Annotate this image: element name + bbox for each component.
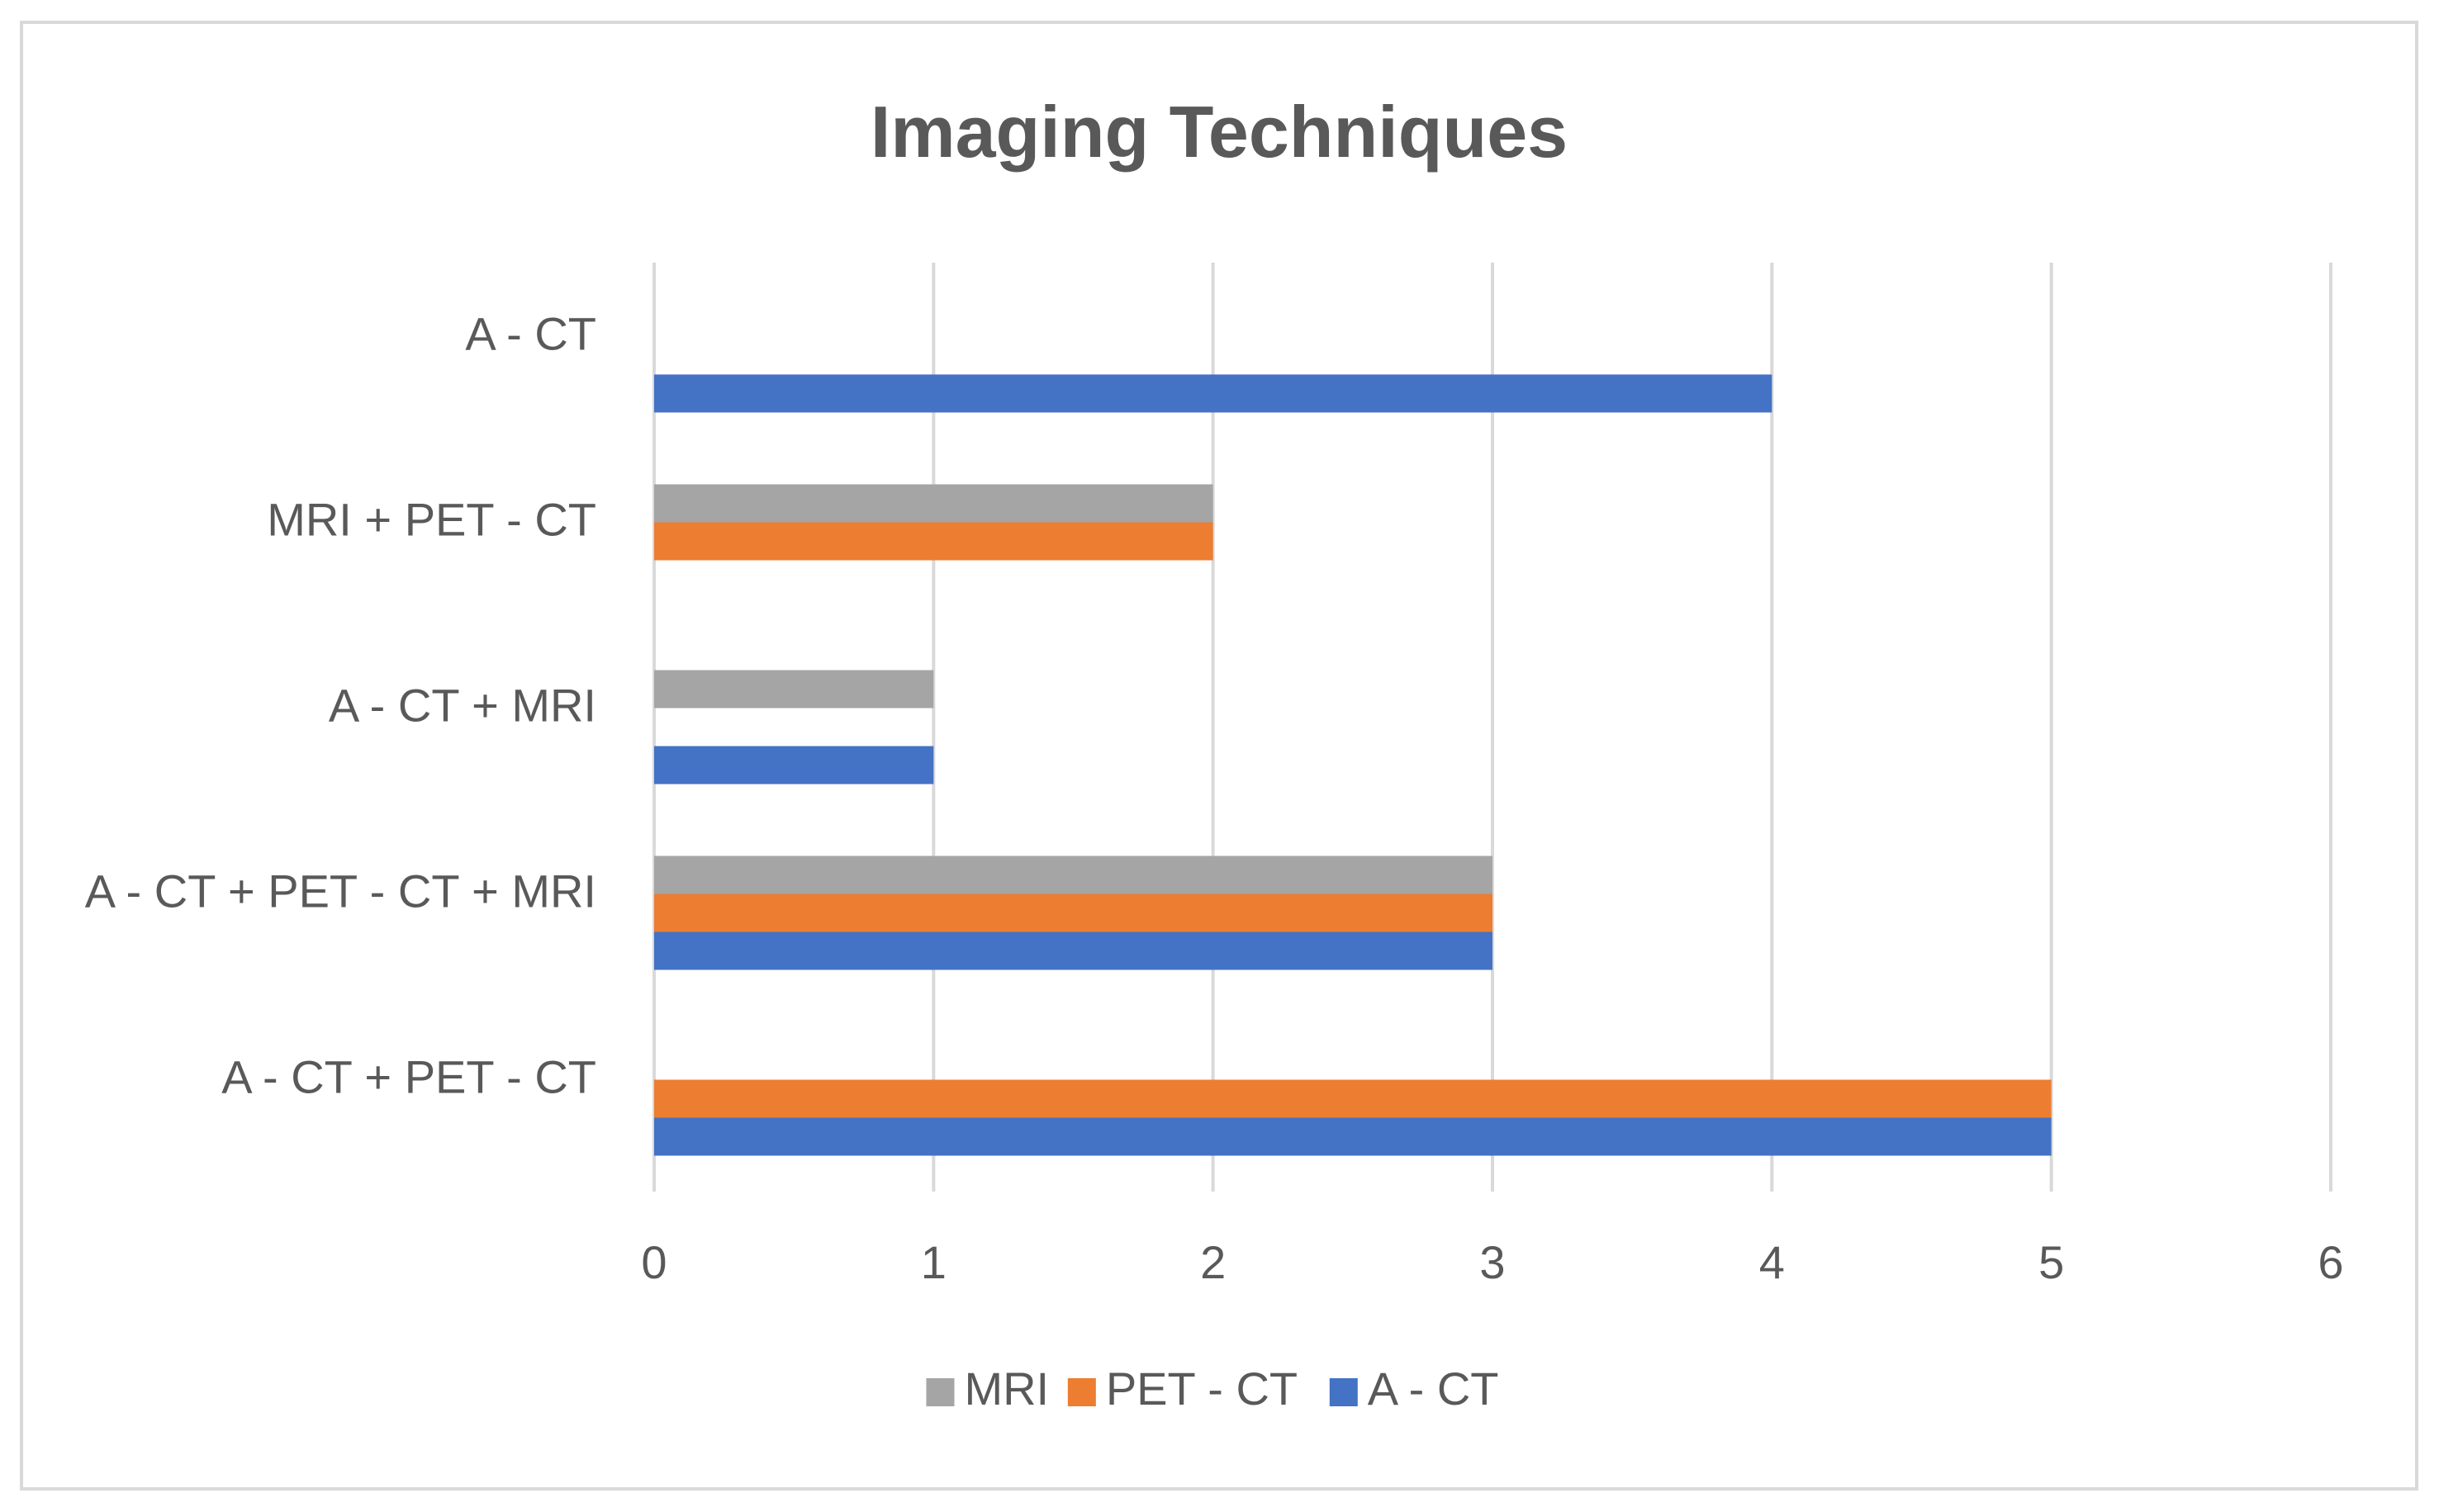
gridlines — [652, 263, 2332, 1192]
x-tick-label: 4 — [1759, 1236, 1785, 1288]
legend-label: MRI — [964, 1363, 1049, 1415]
chart-frame — [20, 21, 2418, 1491]
legend-item: PET - CT — [1067, 1363, 1298, 1415]
bar-a-ct-0 — [654, 1117, 2052, 1156]
chart-title: Imaging Techniques — [871, 91, 1568, 173]
bar-a-ct-2 — [654, 746, 934, 784]
bar-pet-ct-3 — [654, 522, 1213, 561]
x-tick-label: 3 — [1479, 1236, 1505, 1288]
y-category-label: A - CT + PET - CT — [221, 1050, 596, 1102]
bar-a-ct-1 — [654, 931, 1492, 970]
x-tick-label: 0 — [641, 1236, 667, 1288]
y-category-label: A - CT + PET - CT + MRI — [85, 865, 596, 917]
x-tick-label: 5 — [2038, 1236, 2064, 1288]
bar-mri-3 — [654, 484, 1213, 523]
y-category-label: A - CT — [465, 307, 596, 359]
bar-pet-ct-1 — [654, 893, 1492, 932]
legend-label: PET - CT — [1106, 1363, 1298, 1415]
bar-a-ct-4 — [654, 374, 1772, 413]
bar-mri-2 — [654, 670, 934, 709]
legend: MRI PET - CT A - CT — [926, 1363, 1498, 1415]
bar-mri-1 — [654, 856, 1492, 894]
x-axis-tick-labels: 0 1 2 3 4 5 6 — [641, 1236, 2343, 1288]
y-category-label: A - CT + MRI — [329, 679, 596, 731]
y-axis-category-labels: A - CT + PET - CT A - CT + PET - CT + MRI… — [85, 307, 596, 1102]
y-category-label: MRI + PET - CT — [267, 493, 596, 545]
legend-swatch — [926, 1378, 955, 1406]
legend-item: MRI — [926, 1363, 1049, 1415]
x-tick-label: 6 — [2318, 1236, 2343, 1288]
x-tick-label: 1 — [921, 1236, 947, 1288]
legend-swatch — [1067, 1378, 1096, 1406]
legend-label: A - CT — [1368, 1363, 1499, 1415]
bar-pet-ct-0 — [654, 1079, 2052, 1118]
legend-swatch — [1329, 1378, 1358, 1406]
x-tick-label: 2 — [1200, 1236, 1226, 1288]
bars — [654, 374, 2052, 1156]
legend-item: A - CT — [1329, 1363, 1499, 1415]
